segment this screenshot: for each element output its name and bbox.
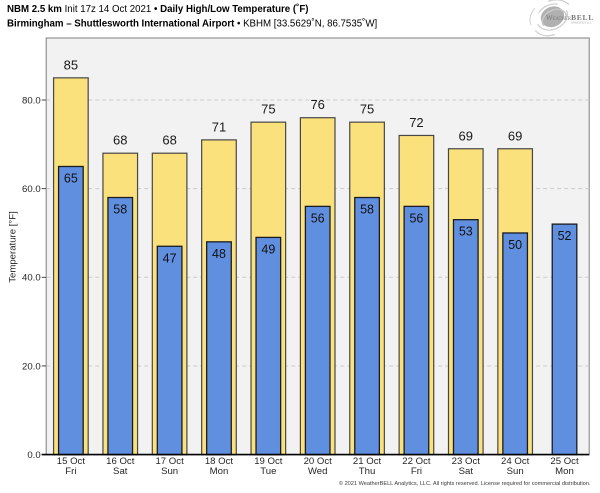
svg-text:Sat: Sat: [113, 466, 128, 477]
svg-text:20.0: 20.0: [22, 361, 41, 372]
svg-text:52: 52: [558, 229, 572, 243]
svg-text:23 Oct: 23 Oct: [452, 456, 481, 467]
svg-text:17 Oct: 17 Oct: [155, 456, 184, 467]
svg-text:Fri: Fri: [65, 466, 76, 477]
svg-text:75: 75: [360, 102, 374, 117]
svg-text:53: 53: [459, 225, 473, 239]
svg-text:18 Oct: 18 Oct: [205, 456, 234, 467]
svg-text:58: 58: [113, 203, 127, 217]
svg-text:21 Oct: 21 Oct: [353, 456, 382, 467]
svg-text:19 Oct: 19 Oct: [254, 456, 283, 467]
svg-text:71: 71: [212, 119, 226, 134]
svg-text:49: 49: [261, 242, 275, 256]
svg-text:ANALYTICS LLC: ANALYTICS LLC: [571, 21, 592, 24]
svg-text:75: 75: [261, 102, 275, 117]
svg-text:40.0: 40.0: [22, 273, 41, 284]
svg-text:Sun: Sun: [161, 466, 178, 477]
svg-text:Wed: Wed: [308, 466, 328, 477]
svg-text:0.0: 0.0: [27, 450, 40, 461]
svg-text:50: 50: [508, 238, 522, 252]
svg-text:80.0: 80.0: [22, 95, 41, 106]
svg-text:Tue: Tue: [260, 466, 276, 477]
svg-text:56: 56: [409, 211, 423, 225]
svg-text:58: 58: [360, 203, 374, 217]
svg-text:76: 76: [310, 97, 324, 112]
svg-text:15 Oct: 15 Oct: [57, 456, 86, 467]
svg-text:WEATHERBELL: WEATHERBELL: [546, 13, 594, 22]
svg-text:Sat: Sat: [459, 466, 474, 477]
svg-text:22 Oct: 22 Oct: [402, 456, 431, 467]
svg-text:85: 85: [64, 57, 78, 72]
svg-text:60.0: 60.0: [22, 184, 41, 195]
svg-text:69: 69: [459, 128, 473, 143]
svg-text:Birmingham – Shuttlesworth Int: Birmingham – Shuttlesworth International…: [7, 18, 377, 29]
svg-text:69: 69: [508, 128, 522, 143]
svg-text:20 Oct: 20 Oct: [304, 456, 333, 467]
svg-text:68: 68: [113, 133, 127, 148]
svg-text:© 2021 WeatherBELL Analytics,: © 2021 WeatherBELL Analytics, LLC. All r…: [339, 480, 591, 487]
svg-text:65: 65: [64, 171, 78, 185]
svg-text:Sun: Sun: [507, 466, 524, 477]
svg-text:48: 48: [212, 247, 226, 261]
svg-text:Mon: Mon: [555, 466, 574, 477]
svg-text:24 Oct: 24 Oct: [501, 456, 530, 467]
svg-text:68: 68: [162, 133, 176, 148]
svg-text:72: 72: [409, 115, 423, 130]
svg-text:Fri: Fri: [411, 466, 422, 477]
svg-text:Thu: Thu: [359, 466, 376, 477]
svg-text:25 Oct: 25 Oct: [550, 456, 579, 467]
svg-text:Temperature [°F]: Temperature [°F]: [8, 211, 19, 283]
svg-text:NBM 2.5 km Init 17z 14 Oct 202: NBM 2.5 km Init 17z 14 Oct 2021 • Daily …: [7, 4, 308, 15]
svg-text:56: 56: [311, 211, 325, 225]
svg-text:16 Oct: 16 Oct: [106, 456, 135, 467]
svg-text:47: 47: [163, 251, 177, 265]
svg-text:Mon: Mon: [210, 466, 229, 477]
